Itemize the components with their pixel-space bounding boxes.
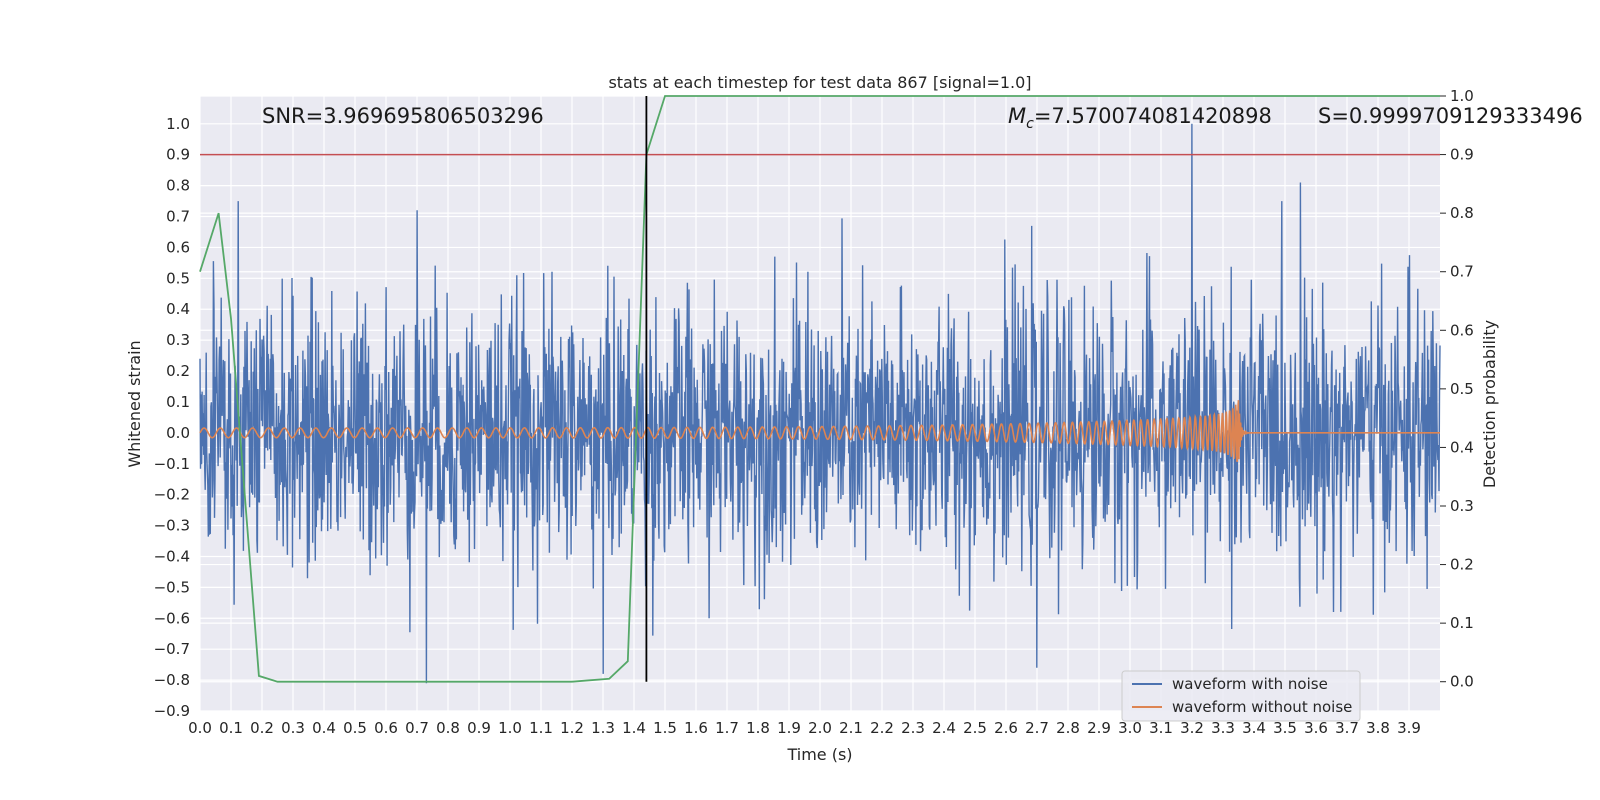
- y-tick-label: 0.8: [166, 177, 190, 195]
- x-tick-label: 0.6: [374, 719, 398, 737]
- series-layer: [199, 95, 1441, 684]
- x-axis-title: Time (s): [786, 745, 852, 764]
- y2-tick-label: 0.1: [1450, 614, 1474, 632]
- y-tick-label: 0.4: [166, 300, 190, 318]
- x-tick-label: 3.1: [1149, 719, 1173, 737]
- legend-box: [1121, 670, 1361, 722]
- x-tick-label: 0.8: [436, 719, 460, 737]
- chirp-mass-annotation: Mc=7.570074081420898: [1008, 104, 1272, 132]
- y-tick-label: −0.5: [154, 578, 190, 596]
- x-tick-label: 2.9: [1087, 719, 1111, 737]
- y2-tick-label: 0.4: [1450, 438, 1474, 456]
- x-tick-label: 2.3: [901, 719, 925, 737]
- x-tick-label: 0.5: [343, 719, 367, 737]
- x-tick-label: 0.2: [250, 719, 274, 737]
- y-tick-label: 0.2: [166, 362, 190, 380]
- x-tick-label: 0.7: [405, 719, 429, 737]
- x-tick-label: 2.5: [963, 719, 987, 737]
- legend-label-clean: waveform without noise: [1172, 698, 1352, 716]
- x-tick-label: 1.4: [622, 719, 646, 737]
- y-axis-title: Whitened strain: [125, 340, 144, 467]
- x-tick-label: 0.3: [281, 719, 305, 737]
- x-tick-label: 2.0: [808, 719, 832, 737]
- x-tick-label: 3.8: [1366, 719, 1390, 737]
- x-tick-label: 2.7: [1025, 719, 1049, 737]
- y-tick-label: −0.3: [154, 517, 190, 535]
- y-tick-label: 0.6: [166, 238, 190, 256]
- y2-tick-label: 0.8: [1450, 204, 1474, 222]
- x-tick-label: 3.5: [1273, 719, 1297, 737]
- chart-title: stats at each timestep for test data 867…: [608, 73, 1031, 92]
- y-tick-label: 0.9: [166, 146, 190, 164]
- x-tick-label: 3.4: [1242, 719, 1266, 737]
- y2-axis-title: Detection probability: [1480, 320, 1499, 488]
- chirp-mass-subscript: c: [1026, 116, 1034, 132]
- x-tick-label: 3.6: [1304, 719, 1328, 737]
- x-tick-label: 1.7: [715, 719, 739, 737]
- x-tick-label: 0.4: [312, 719, 336, 737]
- x-tick-label: 1.5: [653, 719, 677, 737]
- legend-label-noise: waveform with noise: [1172, 675, 1328, 693]
- y-tick-label: 0.3: [166, 331, 190, 349]
- x-tick-label: 3.3: [1211, 719, 1235, 737]
- x-tick-label: 1.3: [591, 719, 615, 737]
- x-tick-label: 0.1: [219, 719, 243, 737]
- y-tick-label: −0.8: [154, 671, 190, 689]
- x-tick-label: 3.0: [1118, 719, 1142, 737]
- y-tick-label: 0.0: [166, 424, 190, 442]
- y2-tick-label: 0.0: [1450, 673, 1474, 691]
- chirp-mass-value: =7.570074081420898: [1034, 104, 1272, 128]
- axes: 0.0 0.1 0.2 0.3 0.4 0.5 0.6 0.7 0.8 0.9 1.0 1.1 1.2 1…: [154, 87, 1474, 737]
- x-tick-label: 1.2: [560, 719, 584, 737]
- legend: waveform with noise waveform without noi…: [1121, 670, 1361, 722]
- x-tick-label: 0.0: [188, 719, 212, 737]
- y2-tick-label: 0.5: [1450, 380, 1474, 398]
- x-tick-label: 2.2: [870, 719, 894, 737]
- y2-tick-label: 0.2: [1450, 556, 1474, 574]
- y-tick-label: −0.2: [154, 486, 190, 504]
- snr-annotation: SNR=3.969695806503296: [262, 104, 544, 128]
- x-tick-label: 2.6: [994, 719, 1018, 737]
- y-tick-label: −0.4: [154, 547, 190, 565]
- y2-tick-label: 0.7: [1450, 263, 1474, 281]
- series-waveform-without-noise: [199, 400, 1440, 463]
- y-tick-label: 0.7: [166, 208, 190, 226]
- y-tick-label: 0.5: [166, 269, 190, 287]
- y2-tick-label: 0.3: [1450, 497, 1474, 515]
- y-tick-label: −0.1: [154, 455, 190, 473]
- x-tick-label: 0.9: [467, 719, 491, 737]
- y-tick-label: −0.9: [154, 702, 190, 720]
- y2-tick-label: 0.6: [1450, 321, 1474, 339]
- y-tick-label: −0.6: [154, 609, 190, 627]
- x-tick-label: 2.1: [839, 719, 863, 737]
- x-tick-label: 3.9: [1397, 719, 1421, 737]
- x-tick-label: 2.4: [932, 719, 956, 737]
- y-tick-label: 1.0: [166, 115, 190, 133]
- x-tick-label: 3.2: [1180, 719, 1204, 737]
- y2-tick-label: 1.0: [1450, 87, 1474, 105]
- y-tick-label: 0.1: [166, 393, 190, 411]
- y2-tick-label: 0.9: [1450, 146, 1474, 164]
- score-annotation: S=0.9999709129333496: [1318, 104, 1583, 128]
- x-tick-label: 1.9: [777, 719, 801, 737]
- x-tick-label: 1.6: [684, 719, 708, 737]
- x-tick-label: 3.7: [1335, 719, 1359, 737]
- x-tick-label: 2.8: [1056, 719, 1080, 737]
- y-tick-label: −0.7: [154, 640, 190, 658]
- x-tick-label: 1.0: [498, 719, 522, 737]
- x-tick-label: 1.1: [529, 719, 553, 737]
- chirp-mass-symbol: M: [1008, 104, 1026, 128]
- x-tick-label: 1.8: [746, 719, 770, 737]
